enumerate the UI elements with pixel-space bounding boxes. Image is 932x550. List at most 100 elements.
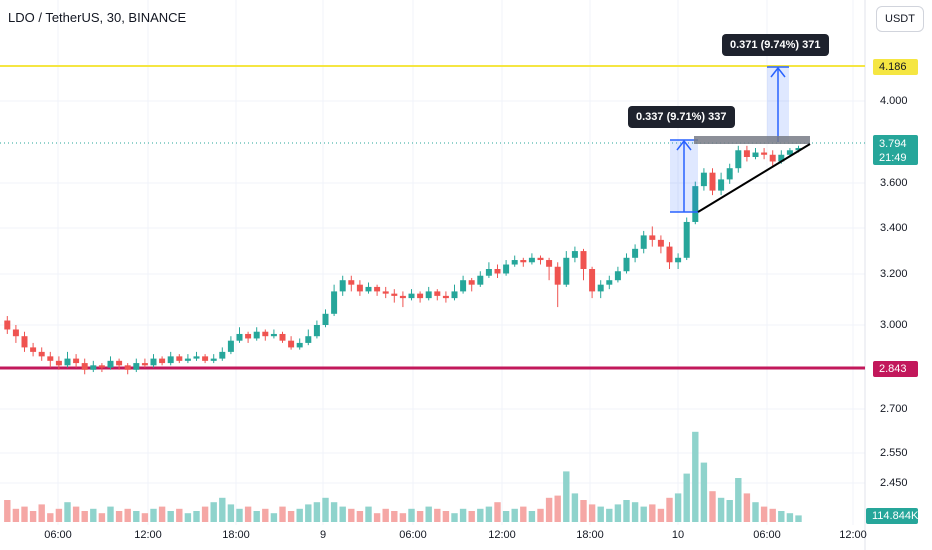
volume-bar <box>210 502 217 522</box>
candle-body <box>348 280 355 285</box>
volume-bar <box>597 506 604 522</box>
overlay-lines <box>0 65 865 370</box>
volume-bar <box>391 511 398 522</box>
volume-bar <box>726 500 733 522</box>
candle-body <box>709 172 716 191</box>
candle-body <box>743 150 750 157</box>
candle-body <box>90 365 97 370</box>
volume-bar <box>244 506 252 522</box>
candle-body <box>520 260 527 263</box>
candle-body <box>657 239 664 247</box>
volume-bar <box>494 502 501 522</box>
candle-body <box>4 320 11 330</box>
volume-bar <box>339 506 346 522</box>
candle-body <box>356 284 363 292</box>
measure-label-second[interactable]: 0.371 (9.74%) 371 <box>722 34 829 56</box>
volume-bar <box>287 511 295 522</box>
candle-body <box>778 154 785 162</box>
candle-body <box>150 358 157 366</box>
volume-bar <box>631 502 639 522</box>
candle-body <box>614 271 621 281</box>
candle-body <box>30 347 37 352</box>
volume-bar <box>150 508 157 522</box>
volume-bar <box>795 515 802 522</box>
candle-body <box>296 342 303 348</box>
candle-body <box>580 251 587 269</box>
candle-body <box>494 269 501 274</box>
candle-body <box>21 336 28 348</box>
candle-body <box>718 179 725 191</box>
volume-bar <box>47 513 54 522</box>
candle-body <box>571 251 578 258</box>
volume-bar <box>399 513 407 522</box>
volume-bar <box>442 511 450 522</box>
candle-body <box>12 329 19 337</box>
candle-body <box>606 280 613 285</box>
candle-body <box>141 363 148 366</box>
volume-bar <box>167 511 174 522</box>
volume-bar <box>55 508 63 522</box>
candle-body <box>503 264 510 274</box>
volume-bar <box>4 500 11 522</box>
volume-bar <box>700 462 708 522</box>
candle-body <box>339 280 346 292</box>
candle-body <box>563 257 570 285</box>
candle-body <box>107 360 114 368</box>
candle-body <box>227 340 234 352</box>
price-axis-label: 2.550 <box>880 447 908 459</box>
volume-bar <box>81 511 88 522</box>
candle-body <box>202 356 209 361</box>
candle-body <box>726 168 733 180</box>
candle-body <box>391 293 398 296</box>
candle-body <box>124 365 131 370</box>
candle-body <box>399 295 406 299</box>
volume-bars <box>4 431 802 522</box>
candle-body <box>236 333 243 341</box>
currency-button[interactable]: USDT <box>876 6 924 32</box>
volume-bar <box>330 502 338 522</box>
volume-bar <box>219 497 226 522</box>
volume-bar <box>158 506 166 522</box>
time-axis-label: 06:00 <box>44 529 72 541</box>
volume-bar <box>107 506 114 522</box>
candle-body <box>193 356 200 359</box>
time-axis-label: 18:00 <box>576 529 604 541</box>
time-axis-label: 18:00 <box>222 529 250 541</box>
volume-bar <box>356 511 364 522</box>
candle-body <box>365 286 372 292</box>
volume-bar <box>90 508 97 522</box>
volume-bar <box>115 511 123 522</box>
ascending-trendline <box>697 143 811 213</box>
candle-body <box>116 360 123 366</box>
volume-bar <box>580 500 587 522</box>
volume-bar <box>502 511 510 522</box>
volume-bar <box>279 506 286 522</box>
candle-body <box>640 235 647 249</box>
volume-bar <box>141 513 149 522</box>
volume-bar <box>270 513 278 522</box>
volume-bar <box>769 508 776 522</box>
price-axis-label: 2.700 <box>880 403 908 415</box>
candle-body <box>735 150 742 169</box>
candle-body <box>73 358 80 364</box>
candle-body <box>331 291 338 314</box>
candle-body <box>683 221 690 258</box>
volume-bar <box>305 504 312 522</box>
measure-label-first[interactable]: 0.337 (9.71%) 337 <box>628 106 735 128</box>
arrowhead-second <box>770 66 786 78</box>
volume-bar <box>322 497 329 522</box>
volume-bar <box>468 511 475 522</box>
volume-bar <box>528 511 536 522</box>
volume-bar <box>657 508 665 522</box>
candle-body <box>597 284 604 292</box>
symbol-title[interactable]: LDO / TetherUS, 30, BINANCE <box>8 10 187 25</box>
candle-body <box>511 260 518 265</box>
drawing-tools <box>670 66 811 213</box>
volume-bar <box>692 431 699 522</box>
time-axis-label: 9 <box>319 529 327 541</box>
price-axis-label: 2.450 <box>880 477 908 489</box>
candle-body <box>210 358 217 361</box>
volume-bar <box>786 513 794 522</box>
candle-body <box>382 291 389 294</box>
time-axis-label: 12:00 <box>488 529 516 541</box>
